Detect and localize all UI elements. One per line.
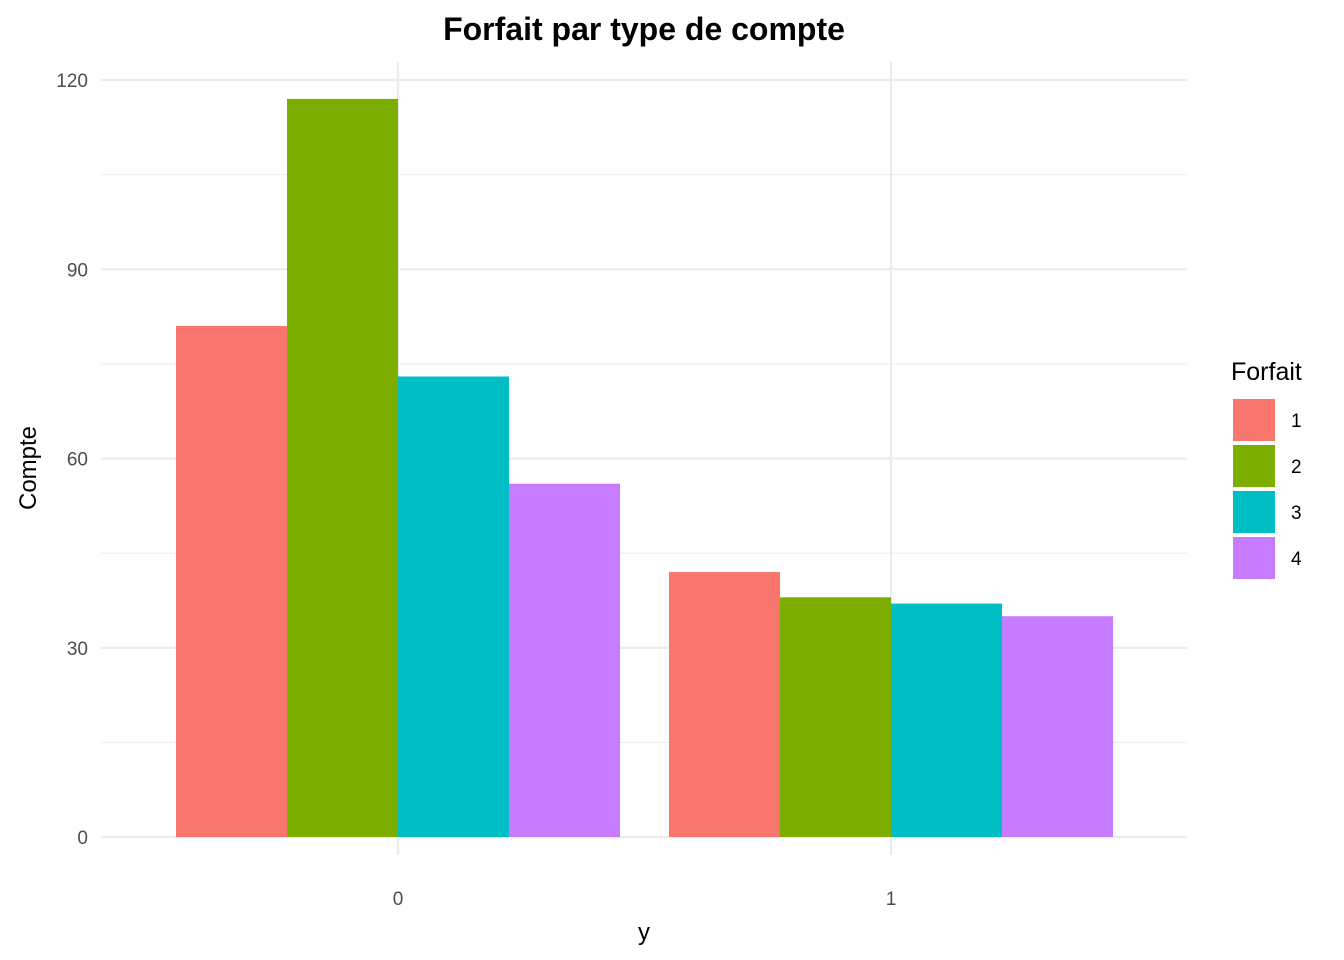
legend-label: 2 (1291, 457, 1302, 478)
legend-swatch (1233, 537, 1275, 579)
x-axis-title: y (638, 919, 650, 946)
legend-label: 4 (1291, 549, 1302, 570)
x-tick-label: 0 (393, 889, 404, 910)
bar-0-series-3 (398, 376, 509, 837)
bar-0-series-1 (176, 326, 287, 837)
legend: Forfait 1 2 3 4 (1231, 358, 1302, 579)
bars (176, 98, 1113, 838)
legend-swatch (1233, 399, 1275, 441)
y-tick-label: 90 (67, 260, 88, 281)
y-tick-label: 120 (56, 71, 88, 92)
y-tick-label: 30 (67, 639, 88, 660)
legend-label: 3 (1291, 503, 1302, 524)
bar-0-series-4 (509, 483, 620, 837)
y-tick-label: 0 (77, 828, 88, 849)
bar-1-series-2 (780, 597, 891, 837)
bar-1-series-4 (1002, 616, 1113, 837)
chart-title: Forfait par type de compte (443, 11, 845, 47)
bar-1-series-1 (669, 572, 780, 837)
y-tick-labels: 0 30 60 90 120 (56, 71, 88, 849)
bar-0-series-2 (287, 98, 398, 838)
legend-title: Forfait (1231, 358, 1302, 386)
legend-swatch (1233, 445, 1275, 487)
bar-1-series-3 (891, 603, 1002, 837)
legend-label: 1 (1291, 411, 1302, 432)
y-tick-label: 60 (67, 450, 88, 471)
x-tick-label: 1 (886, 889, 897, 910)
y-axis-title: Compte (15, 426, 42, 510)
legend-swatch (1233, 491, 1275, 533)
